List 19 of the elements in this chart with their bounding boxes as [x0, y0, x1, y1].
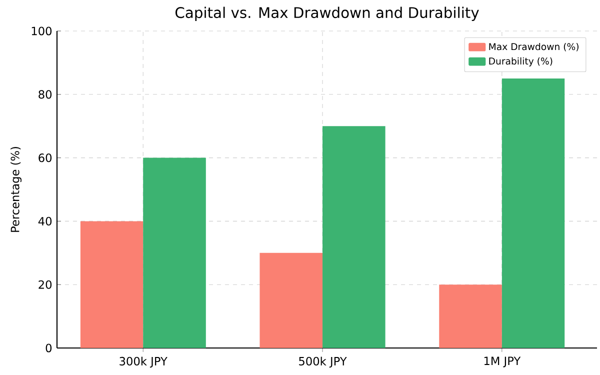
y-tick-label: 60: [38, 154, 52, 162]
y-tick-label: 20: [38, 280, 52, 289]
bar: [260, 252, 323, 348]
y-tick-label: 100: [32, 26, 52, 36]
bar: [322, 126, 386, 348]
legend-label: Max Drawdown (%): [489, 42, 578, 52]
x-tick-label: 300k JPY: [120, 356, 168, 368]
y-tick-label: 40: [38, 216, 52, 226]
x-tick-label: 1M JPY: [484, 356, 521, 368]
bar: [143, 158, 206, 348]
x-tick-label: 500k JPY: [299, 356, 347, 368]
chart-title: Capital vs. Max Drawdown and Durability: [175, 6, 479, 21]
legend-label: Durability (%): [489, 57, 552, 66]
y-tick-label: 80: [38, 90, 52, 99]
bar: [439, 284, 502, 348]
y-tick-label: 0: [46, 344, 52, 352]
bar: [502, 78, 565, 348]
y-axis-title: Percentage (%): [10, 146, 22, 232]
bar: [80, 221, 144, 348]
